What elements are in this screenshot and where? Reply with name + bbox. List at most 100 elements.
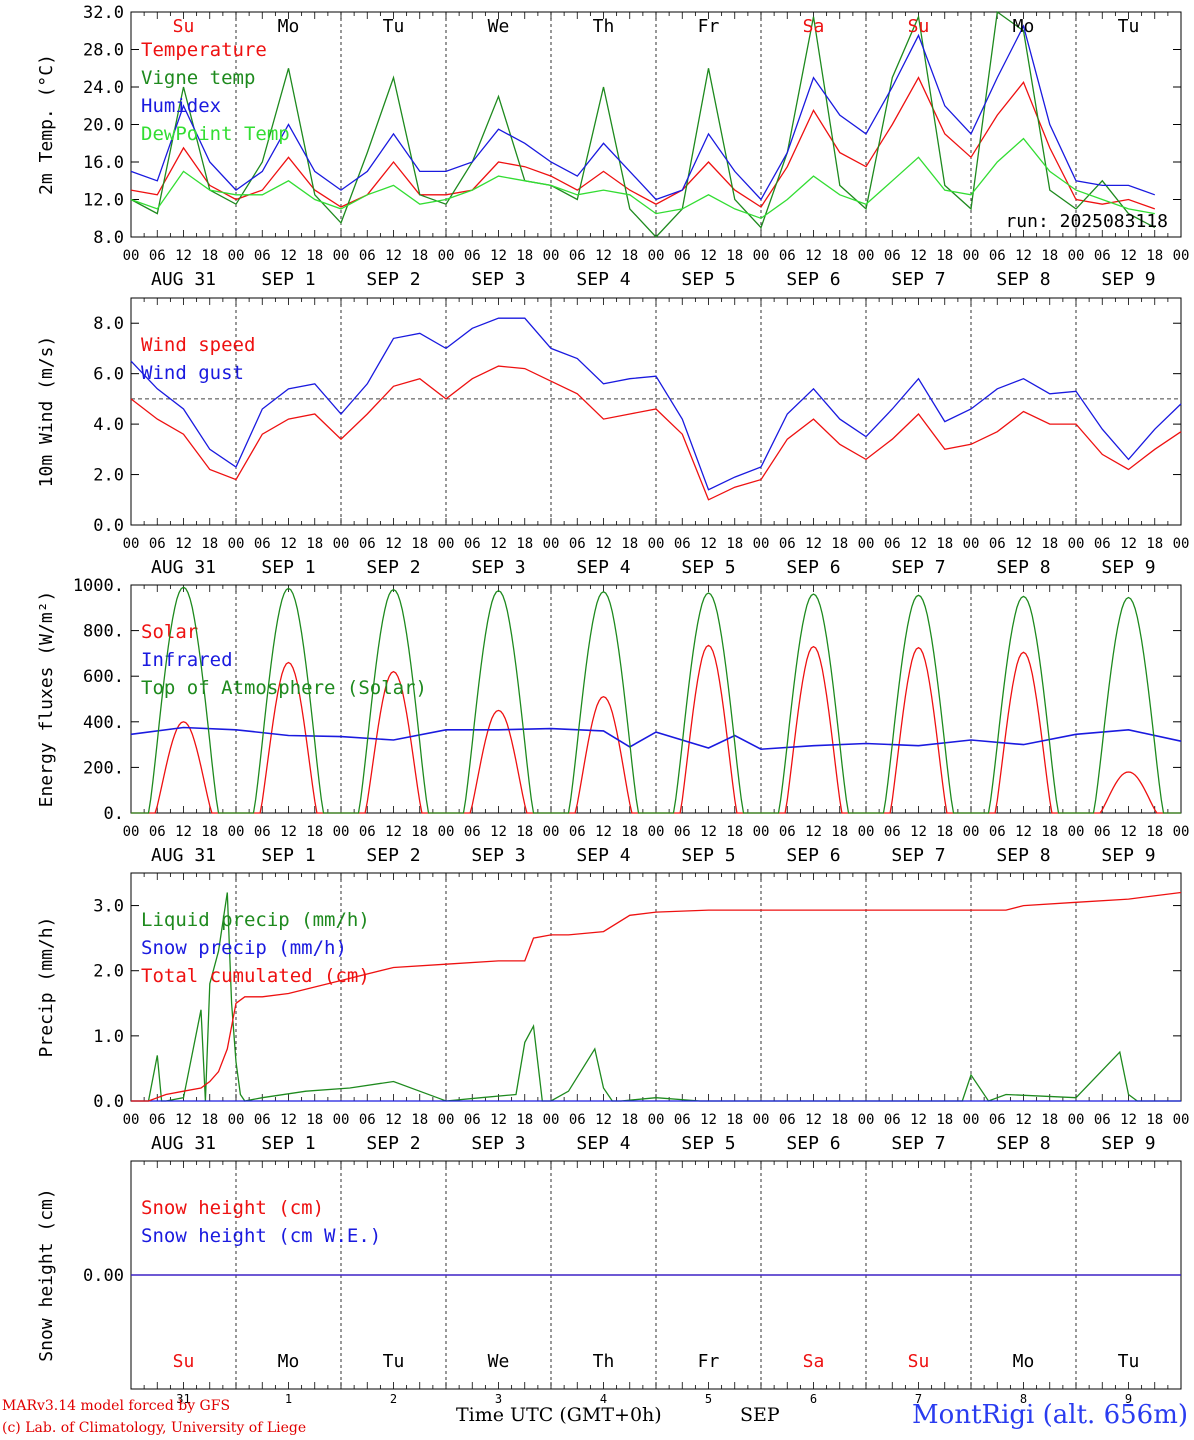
day-number: 7 [915,1392,922,1406]
day-label: Mo [1013,1351,1035,1372]
hour-tick-label: 06 [989,248,1006,264]
hour-tick-label: 00 [228,1112,245,1128]
hour-tick-label: 12 [805,824,822,840]
hour-tick-label: 12 [1120,248,1137,264]
hour-tick-label: 06 [464,536,481,552]
hour-tick-label: 06 [779,824,796,840]
y-tick-label: 200. [83,758,124,778]
hour-tick-label: 18 [306,824,323,840]
hour-tick-label: 12 [280,824,297,840]
credit-lab: (c) Lab. of Climatology, University of L… [2,1420,307,1436]
date-label: AUG 31 [151,269,216,290]
y-tick-label: 400. [83,713,124,733]
series-line-temperature [130,76,1156,210]
hour-tick-label: 06 [884,536,901,552]
hour-tick-label: 18 [411,248,428,264]
y-tick-label: 800. [83,622,124,642]
hour-tick-label: 12 [385,824,402,840]
hour-tick-label: 00 [753,824,770,840]
hour-tick-label: 00 [1173,536,1190,552]
hour-tick-label: 06 [254,536,271,552]
hour-tick-label: 18 [201,1112,218,1128]
hour-tick-label: 18 [516,824,533,840]
hour-tick-label: 06 [884,824,901,840]
y-tick-label: 1.0 [93,1027,124,1047]
hour-tick-label: 12 [490,1112,507,1128]
hour-tick-label: 00 [123,248,140,264]
date-label: SEP 4 [576,557,630,578]
hour-tick-label: 06 [569,536,586,552]
month-label: SEP [740,1404,780,1426]
hour-tick-label: 00 [648,248,665,264]
y-tick-label: 12.0 [83,191,124,211]
day-label: Su [908,1351,930,1372]
date-label: SEP 8 [996,845,1050,866]
date-label: SEP 9 [1101,557,1155,578]
day-label: We [488,16,510,37]
hour-tick-label: 00 [333,248,350,264]
day-label: Mo [278,1351,300,1372]
date-label: SEP 5 [681,557,735,578]
y-tick-label: 2.0 [93,962,124,982]
hour-tick-label: 00 [753,1112,770,1128]
hour-tick-label: 00 [123,1112,140,1128]
date-label: SEP 1 [261,1133,315,1154]
hour-tick-label: 00 [648,536,665,552]
hour-tick-label: 00 [1068,1112,1085,1128]
hour-tick-label: 18 [831,536,848,552]
y-tick-label: 2.0 [93,466,124,486]
hour-tick-label: 00 [963,248,980,264]
hour-tick-label: 00 [438,536,455,552]
hour-tick-label: 18 [1041,824,1058,840]
hour-tick-label: 18 [936,824,953,840]
hour-tick-label: 12 [910,1112,927,1128]
hour-tick-label: 12 [910,824,927,840]
hour-tick-label: 18 [411,1112,428,1128]
series-line-humidex [130,24,1156,201]
hour-tick-label: 12 [1120,824,1137,840]
hour-tick-label: 18 [831,824,848,840]
date-label: SEP 8 [996,557,1050,578]
hour-tick-label: 18 [1041,536,1058,552]
y-tick-label: 16.0 [83,153,124,173]
hour-tick-label: 06 [1094,1112,1111,1128]
date-label: SEP 4 [576,1133,630,1154]
date-label: SEP 1 [261,845,315,866]
hour-tick-label: 12 [1015,824,1032,840]
hour-tick-label: 00 [963,824,980,840]
legend-entry: Temperature [141,39,267,61]
y-tick-label: 0.0 [93,1092,124,1112]
day-label: Su [173,16,195,37]
day-label: Sa [803,1351,825,1372]
hour-tick-label: 06 [674,536,691,552]
hour-tick-label: 00 [228,824,245,840]
date-label: SEP 6 [786,557,840,578]
y-tick-label: 6.0 [93,365,124,385]
date-label: SEP 3 [471,557,525,578]
date-label: SEP 4 [576,845,630,866]
day-label: Mo [278,16,300,37]
hour-tick-label: 00 [333,536,350,552]
day-label: Th [593,16,615,37]
hour-tick-label: 06 [464,1112,481,1128]
legend-entry: Total cumulated (cm) [141,965,370,987]
hour-tick-label: 18 [621,824,638,840]
hour-tick-label: 00 [1173,824,1190,840]
y-tick-label: 8.0 [93,228,124,248]
hour-tick-label: 06 [1094,248,1111,264]
legend-entry: Snow precip (mm/h) [141,937,347,959]
hour-tick-label: 12 [175,536,192,552]
hour-tick-label: 06 [464,248,481,264]
hour-tick-label: 18 [936,1112,953,1128]
date-label: SEP 3 [471,845,525,866]
hour-tick-label: 18 [201,248,218,264]
day-number: 1 [285,1392,292,1406]
hour-tick-label: 00 [228,536,245,552]
station-name: MontRigi (alt. 656m) [912,1400,1188,1430]
legend-entry: Infrared [141,649,233,671]
legend-entry: Snow height (cm W.E.) [141,1225,381,1247]
hour-tick-label: 18 [726,1112,743,1128]
hour-tick-label: 12 [490,248,507,264]
hour-tick-label: 12 [280,536,297,552]
day-label: Fr [698,16,720,37]
